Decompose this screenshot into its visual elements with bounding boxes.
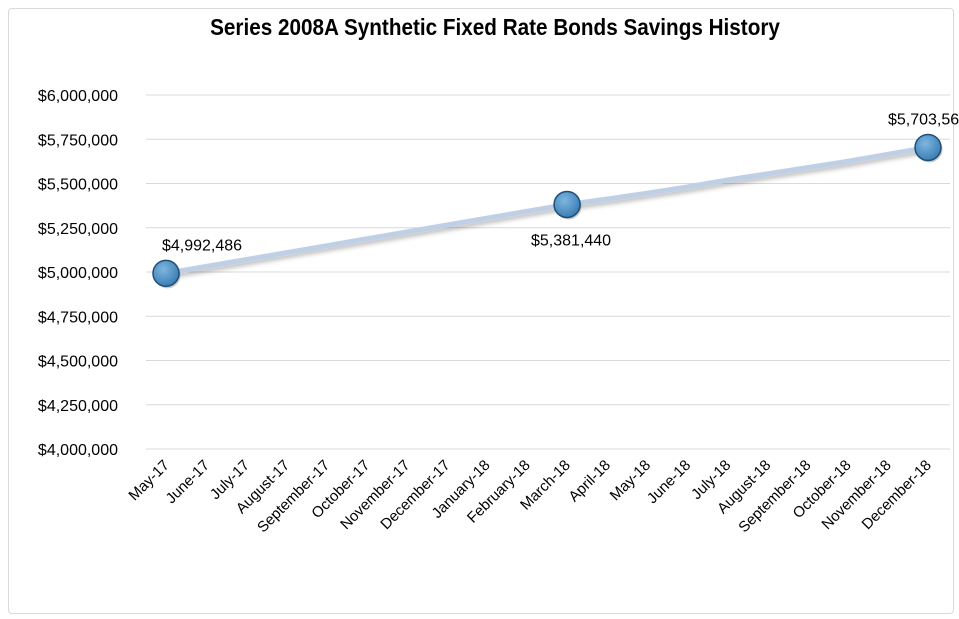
y-tick-label: $6,000,000 [38,88,118,105]
y-tick-label: $5,000,000 [38,265,118,282]
series-line [163,145,931,276]
series-line-path [163,145,931,276]
data-label: $5,703,563 [888,111,959,128]
data-labels: $4,992,486 $5,381,440 $5,703,563 [162,111,959,254]
y-tick-label: $4,250,000 [38,398,118,415]
data-label: $5,381,440 [531,232,611,249]
data-marker [553,190,581,219]
x-tick-label: April-18 [565,457,614,506]
chart-frame [8,8,954,614]
x-tick-label: June-18 [644,457,694,507]
x-tick-label: June-17 [163,457,213,507]
data-markers [152,133,943,289]
y-tick-label: $4,500,000 [38,354,118,371]
y-tick-label: $4,000,000 [38,442,118,459]
chart-title: Series 2008A Synthetic Fixed Rate Bonds … [210,14,780,40]
y-tick-label: $4,750,000 [38,309,118,326]
data-marker [152,259,180,288]
x-axis-ticks: May-17June-17July-17August-17September-1… [125,457,934,536]
y-axis-ticks: $4,000,000 $4,250,000 $4,500,000 $4,750,000… [38,88,118,459]
gridlines [146,94,950,450]
y-tick-label: $5,500,000 [38,177,118,194]
data-label: $4,992,486 [162,237,242,254]
y-tick-label: $5,750,000 [38,132,118,149]
data-marker [914,133,942,162]
y-tick-label: $5,250,000 [38,221,118,238]
